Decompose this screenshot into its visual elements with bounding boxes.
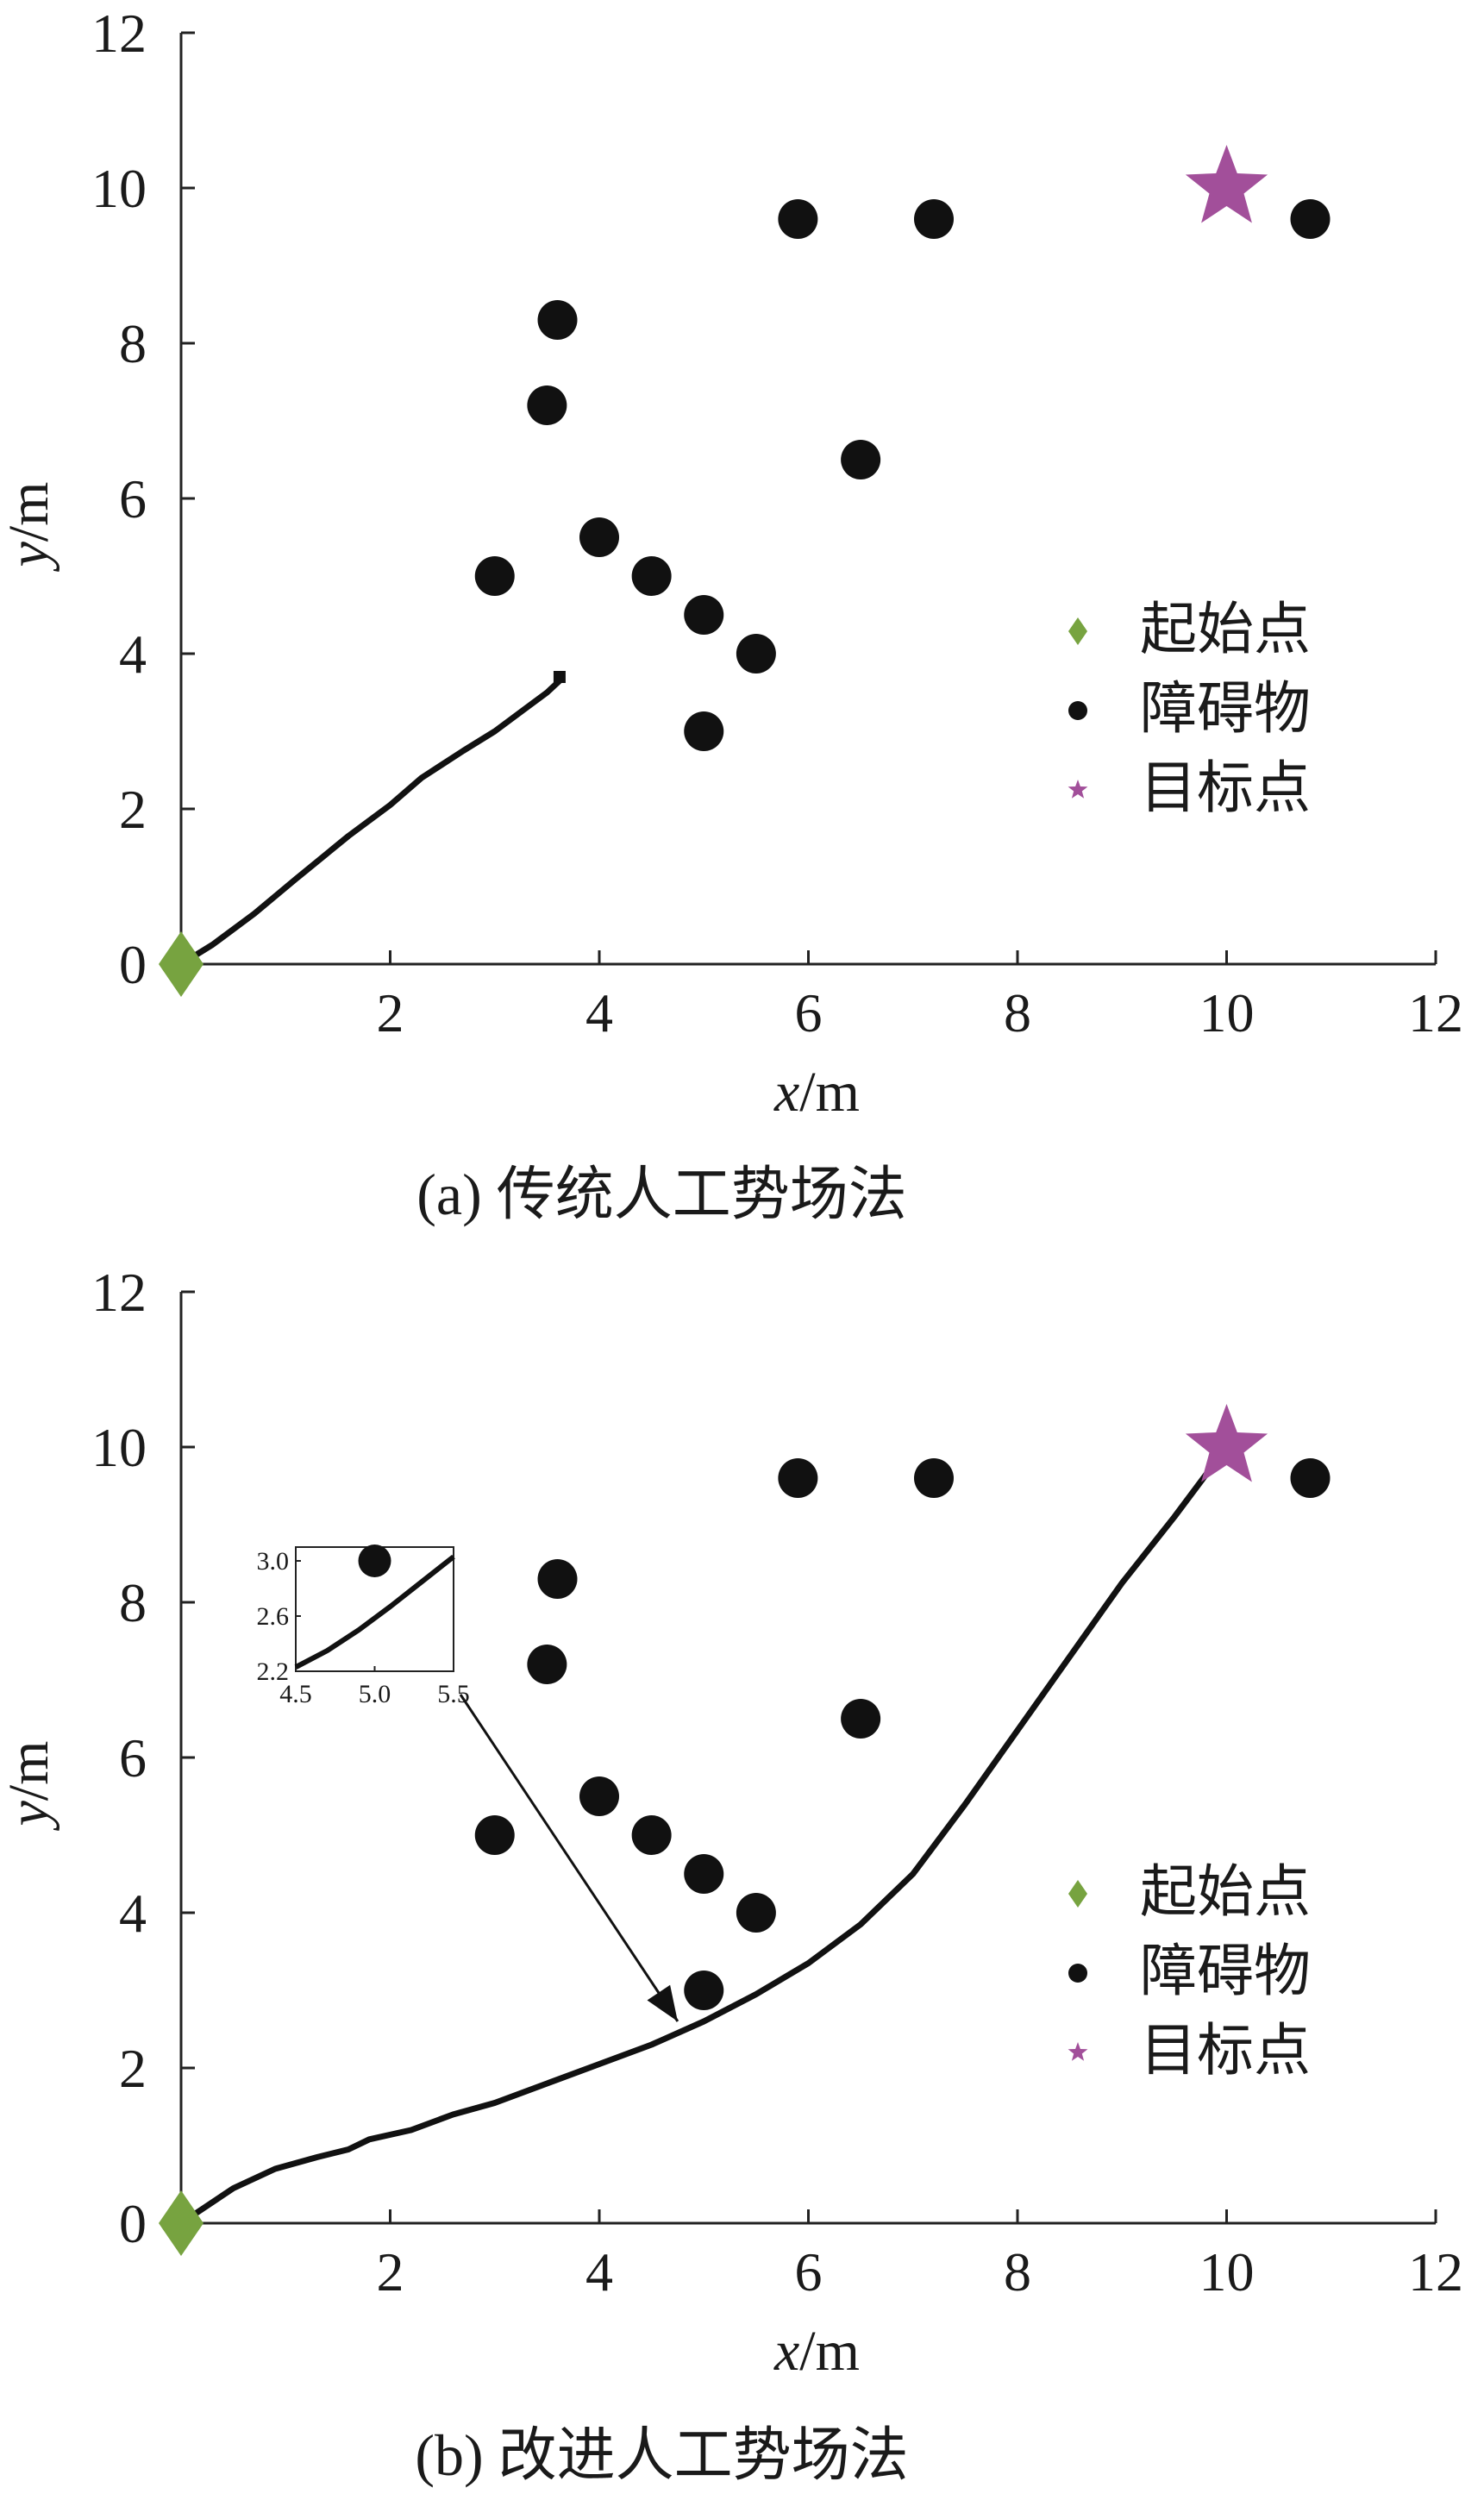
x-axis-label: x/m: [773, 2320, 860, 2383]
y-tick-label: 8: [119, 1572, 147, 1633]
y-axis-label: y/m: [0, 482, 60, 573]
x-tick-label: 8: [1004, 982, 1031, 1043]
obstacle-point: [736, 634, 776, 674]
legend-label: 障碍物: [1140, 1938, 1311, 2004]
legend-goal-icon: [1068, 780, 1088, 799]
inset-x-tick-label: 5.0: [359, 1680, 391, 1708]
panel-caption: (b) 改进人工势场法: [415, 2422, 908, 2488]
y-tick-label: 6: [119, 468, 147, 529]
x-tick-label: 2: [377, 2241, 404, 2303]
path-line: [178, 1444, 1230, 2227]
x-tick-label: 4: [585, 2241, 613, 2303]
x-tick-label: 10: [1199, 2241, 1255, 2303]
y-axis-label-var: y: [0, 1800, 60, 1831]
legend-label: 目标点: [1140, 755, 1311, 821]
obstacle-point: [474, 556, 515, 596]
x-tick-label: 4: [585, 982, 613, 1043]
y-tick-label: 0: [119, 934, 147, 995]
obstacle-point: [474, 1815, 515, 1855]
obstacle-point: [537, 300, 578, 340]
obstacle-point: [841, 1699, 881, 1739]
obstacle-point: [684, 1854, 724, 1894]
y-axis-label-unit: /m: [0, 482, 60, 542]
x-tick-label: 12: [1408, 2241, 1463, 2303]
start-diamond-marker: [159, 2190, 204, 2256]
zoom-arrow-line: [459, 1694, 679, 2022]
legend-goal-icon: [1068, 2042, 1088, 2061]
obstacle-point: [914, 199, 954, 239]
path-line: [178, 674, 563, 968]
inset-obstacle-point: [358, 1544, 391, 1577]
legend-start-icon: [1068, 617, 1087, 645]
x-axis-label-var: x: [773, 1061, 799, 1124]
legend-obstacle-icon: [1068, 701, 1087, 720]
y-tick-label: 8: [119, 313, 147, 374]
obstacle-point: [778, 199, 818, 239]
obstacle-point: [527, 1645, 567, 1684]
obstacle-point: [736, 1893, 776, 1933]
y-axis-label-var: y: [0, 541, 60, 572]
x-axis-label-unit: /m: [799, 2320, 860, 2383]
start-diamond-marker: [159, 931, 204, 997]
x-tick-label: 6: [795, 2241, 823, 2303]
y-axis-label-unit: /m: [0, 1741, 60, 1801]
x-tick-label: 8: [1004, 2241, 1031, 2303]
legend-label: 起始点: [1140, 596, 1311, 662]
obstacle-point: [684, 1971, 724, 2010]
legend-label: 目标点: [1140, 2017, 1311, 2083]
goal-star-marker: [1185, 145, 1268, 223]
obstacle-point: [684, 595, 724, 635]
x-tick-label: 6: [795, 982, 823, 1043]
inset-y-tick-label: 2.2: [257, 1657, 290, 1686]
x-tick-label: 12: [1408, 982, 1463, 1043]
zoom-inset: 2.2 2.6 3.0 4.5 5.0 5.5: [257, 1544, 679, 2022]
legend-obstacle-icon: [1068, 1964, 1087, 1983]
obstacle-point: [579, 517, 619, 557]
y-tick-label: 0: [119, 2193, 147, 2254]
inset-y-tick-label: 2.6: [257, 1602, 290, 1631]
x-axis-label: x/m: [773, 1061, 860, 1124]
y-tick-label: 4: [119, 1883, 147, 1944]
y-tick-label: 12: [91, 1262, 147, 1323]
inset-y-tick-label: 3.0: [257, 1547, 290, 1576]
path-end-marker: [553, 671, 566, 683]
x-axis-label-var: x: [773, 2320, 799, 2383]
x-tick-label: 10: [1199, 982, 1255, 1043]
goal-star-marker: [1185, 1404, 1268, 1482]
obstacle-point: [579, 1776, 619, 1816]
inset-x-tick-label: 4.5: [279, 1680, 312, 1708]
obstacle-point: [684, 711, 724, 751]
obstacle-point: [631, 1815, 672, 1855]
obstacle-point: [1290, 1458, 1331, 1498]
obstacle-point: [537, 1559, 578, 1599]
obstacle-point: [631, 556, 672, 596]
obstacle-point: [914, 1458, 954, 1498]
x-tick-label: 2: [377, 982, 404, 1043]
legend-label: 起始点: [1140, 1858, 1311, 1925]
obstacle-point: [527, 385, 567, 425]
inset-path-line: [294, 1554, 455, 1670]
panel-caption: (a) 传统人工势场法: [416, 1162, 906, 1227]
y-tick-label: 4: [119, 623, 147, 685]
obstacle-point: [1290, 199, 1331, 239]
y-tick-label: 10: [91, 158, 147, 219]
zoom-arrow-head: [647, 1984, 678, 2021]
y-axis-label: y/m: [0, 1741, 60, 1832]
y-tick-label: 2: [119, 779, 147, 840]
y-tick-label: 2: [119, 2038, 147, 2099]
obstacle-point: [778, 1458, 818, 1498]
legend-label: 障碍物: [1140, 675, 1311, 742]
legend-start-icon: [1068, 1880, 1087, 1908]
x-axis-label-unit: /m: [799, 1061, 860, 1124]
obstacle-point: [841, 440, 881, 479]
y-tick-label: 6: [119, 1727, 147, 1789]
inset-x-tick-label: 5.5: [437, 1680, 470, 1708]
y-tick-label: 10: [91, 1417, 147, 1478]
y-tick-label: 12: [91, 3, 147, 64]
